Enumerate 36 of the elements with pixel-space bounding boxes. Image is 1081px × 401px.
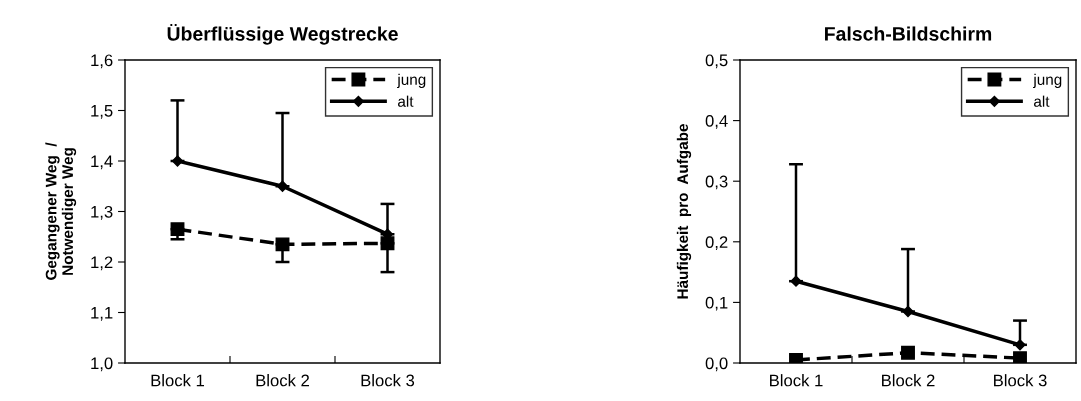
y-tick-label: 0,0 bbox=[705, 357, 728, 372]
y-tick-label: 0,5 bbox=[705, 54, 728, 69]
y-tick-label: 1,0 bbox=[91, 357, 113, 372]
y-tick-label: 1,1 bbox=[91, 307, 113, 321]
y-tick-label: 1,6 bbox=[91, 54, 113, 69]
y-tick-label: 0,3 bbox=[705, 175, 728, 190]
y-tick-label: 1,2 bbox=[91, 256, 113, 271]
x-tick-label: Block 2 bbox=[882, 374, 935, 387]
x-tick-label: Block 1 bbox=[770, 374, 823, 387]
y-tick-label: 1,3 bbox=[91, 205, 113, 220]
point bbox=[790, 275, 802, 287]
y-tick-label: 1,4 bbox=[91, 155, 113, 170]
x-tick-label: Block 3 bbox=[361, 374, 415, 387]
point bbox=[380, 236, 395, 251]
y-axis-title: Häufigkeit pro Aufgabe bbox=[676, 124, 692, 299]
y-tick-label: 1,5 bbox=[91, 105, 113, 119]
chart-title: Überflüssige Wegstrecke bbox=[167, 23, 398, 45]
point bbox=[1014, 339, 1026, 351]
y-tick-label: 0,4 bbox=[705, 115, 728, 129]
point bbox=[275, 237, 290, 252]
chart-title: Falsch-Bildschirm bbox=[825, 26, 992, 41]
y-tick-label: 0,2 bbox=[705, 236, 728, 250]
legend-label: alt bbox=[1034, 95, 1050, 107]
point bbox=[171, 155, 184, 167]
x-tick-label: Block 3 bbox=[994, 374, 1047, 387]
x-tick-label: Block 2 bbox=[256, 374, 309, 387]
y-tick-label: 0,1 bbox=[705, 296, 728, 311]
y-axis-title: Gegangener Weg / Notwendiger Weg bbox=[45, 142, 77, 280]
point bbox=[901, 345, 915, 360]
point bbox=[1013, 351, 1027, 363]
legend-label: alt bbox=[398, 95, 414, 107]
legend-label: jung bbox=[397, 73, 426, 88]
x-tick-label: Block 1 bbox=[151, 374, 205, 387]
point bbox=[902, 305, 914, 318]
point bbox=[170, 222, 185, 237]
legend-label: jung bbox=[1033, 73, 1062, 88]
